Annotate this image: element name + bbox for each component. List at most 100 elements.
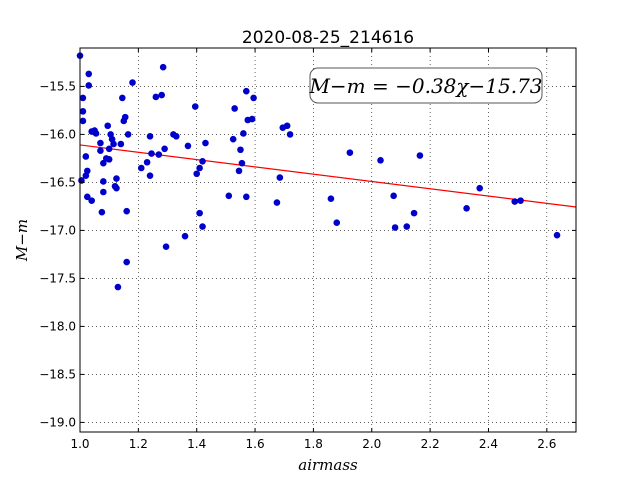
data-point (391, 224, 399, 231)
axis-ticks (79, 48, 576, 432)
x-tick-label: 2.4 (479, 437, 498, 451)
data-point (199, 223, 206, 230)
x-tick-labels: 1.0 1.2 1.4 1.6 1.8 2.0 2.2 2.4 2.6 (70, 437, 556, 451)
data-point (403, 223, 411, 230)
y-tick-label: −16.5 (39, 175, 76, 189)
data-point (327, 195, 335, 203)
y-tick-label: −19.0 (39, 415, 76, 429)
chart-title: 2020-08-25_214616 (242, 28, 414, 48)
data-point (159, 63, 167, 71)
data-point (416, 152, 424, 159)
data-point (162, 243, 170, 251)
data-point (202, 139, 209, 147)
data-point (346, 149, 354, 156)
data-point (158, 91, 165, 99)
data-point (237, 146, 244, 154)
data-point (100, 159, 107, 167)
fit-equation-box: M−m = −0.38χ−15.73 (308, 67, 543, 104)
fit-line-group (79, 144, 577, 208)
x-axis-label: airmass (298, 456, 358, 474)
data-point (511, 198, 519, 205)
data-point (97, 147, 104, 155)
data-point (235, 167, 243, 175)
data-point (88, 197, 95, 204)
data-point (172, 133, 180, 140)
data-point (476, 184, 484, 192)
data-point (276, 174, 284, 181)
x-tick-label: 1.4 (187, 437, 206, 451)
y-tick-label: −15.5 (39, 79, 76, 93)
data-point (82, 153, 90, 160)
data-point (243, 193, 250, 201)
data-point (243, 87, 250, 95)
data-point (377, 157, 384, 164)
data-point (113, 175, 120, 182)
y-tick-labels: −15.5 −16.0 −16.5 −17.0 −17.5 −18.0 −18.5 −19.0 (39, 79, 76, 429)
data-point (97, 139, 104, 147)
data-point (121, 113, 129, 121)
data-point (231, 105, 238, 112)
x-tick-label: 2.0 (362, 437, 381, 451)
data-point (83, 167, 91, 175)
data-point (83, 193, 91, 201)
y-tick-label: −17.0 (39, 223, 76, 237)
data-point (123, 207, 130, 215)
data-point (229, 135, 237, 143)
data-point (105, 145, 113, 153)
data-point (333, 219, 341, 227)
data-point (191, 103, 199, 110)
data-point (463, 205, 470, 212)
data-point (181, 232, 189, 240)
grid-lines (79, 48, 576, 432)
data-point (161, 145, 168, 153)
data-point (146, 172, 154, 179)
data-point (129, 79, 136, 86)
x-tick-label: 1.8 (304, 437, 323, 451)
y-tick-label: −17.5 (39, 271, 76, 285)
plot-frame (79, 47, 577, 433)
data-point (79, 94, 87, 102)
data-point (199, 157, 206, 165)
data-point (79, 117, 87, 125)
data-point (155, 151, 163, 158)
data-point (196, 164, 203, 172)
data-point (79, 108, 87, 115)
data-point (114, 283, 122, 291)
data-point (553, 231, 561, 239)
data-point (100, 178, 107, 185)
data-point (152, 93, 160, 101)
y-tick-label: −18.0 (39, 319, 76, 333)
data-point (410, 209, 418, 217)
data-point (105, 156, 113, 163)
data-point (124, 131, 132, 138)
equation-box-border (309, 67, 543, 104)
y-tick-label: −18.5 (39, 367, 76, 381)
data-point (85, 70, 93, 78)
fit-equation-text: M−m = −0.38χ−15.73 (308, 74, 542, 98)
data-point (184, 142, 192, 150)
data-point (85, 82, 93, 89)
data-point (146, 133, 154, 140)
x-tick-label: 1.2 (129, 437, 148, 451)
y-tick-label: −16.0 (39, 127, 76, 141)
data-point (148, 150, 155, 157)
data-point (248, 115, 256, 123)
data-point (117, 140, 125, 148)
data-points (76, 52, 561, 291)
data-point (286, 131, 294, 138)
data-point (137, 164, 145, 172)
x-tick-label: 1.6 (246, 437, 265, 451)
data-point (196, 209, 203, 217)
data-point (110, 140, 117, 148)
data-point (193, 170, 201, 178)
data-point (104, 122, 112, 130)
data-point (113, 184, 120, 192)
data-point (123, 258, 130, 266)
data-point (238, 159, 246, 167)
y-axis-label: M−m (13, 219, 31, 262)
data-point (240, 130, 247, 137)
x-tick-label: 1.0 (70, 437, 89, 451)
data-point (273, 199, 281, 206)
x-tick-label: 2.2 (421, 437, 440, 451)
